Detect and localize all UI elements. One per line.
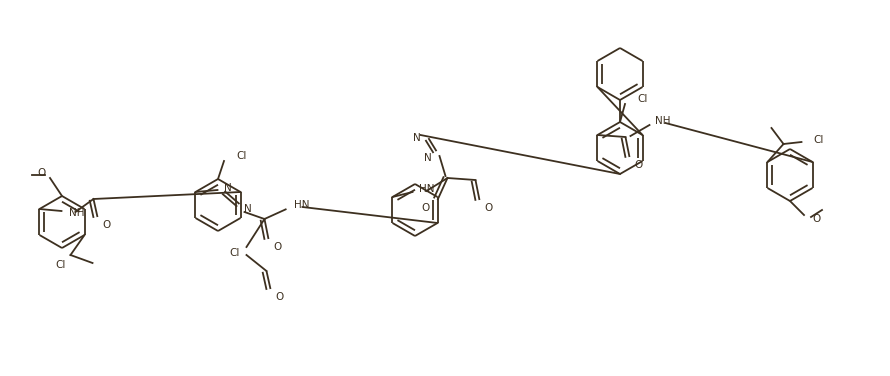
Text: NH: NH	[655, 116, 671, 126]
Text: O: O	[421, 203, 430, 213]
Text: NH: NH	[69, 208, 85, 218]
Text: O: O	[484, 203, 493, 213]
Text: N: N	[413, 133, 420, 143]
Text: N: N	[424, 153, 432, 163]
Text: O: O	[102, 220, 110, 230]
Text: Cl: Cl	[230, 248, 239, 258]
Text: Cl: Cl	[813, 135, 824, 145]
Text: O: O	[38, 168, 46, 178]
Text: Cl: Cl	[55, 260, 66, 270]
Text: Cl: Cl	[637, 94, 647, 104]
Text: N: N	[245, 204, 252, 214]
Text: Cl: Cl	[236, 151, 247, 161]
Text: O: O	[635, 160, 643, 170]
Text: O: O	[812, 214, 821, 224]
Text: HN: HN	[295, 200, 310, 210]
Text: HN: HN	[419, 184, 435, 194]
Text: N: N	[224, 183, 232, 193]
Text: O: O	[273, 242, 282, 252]
Text: O: O	[276, 292, 284, 302]
